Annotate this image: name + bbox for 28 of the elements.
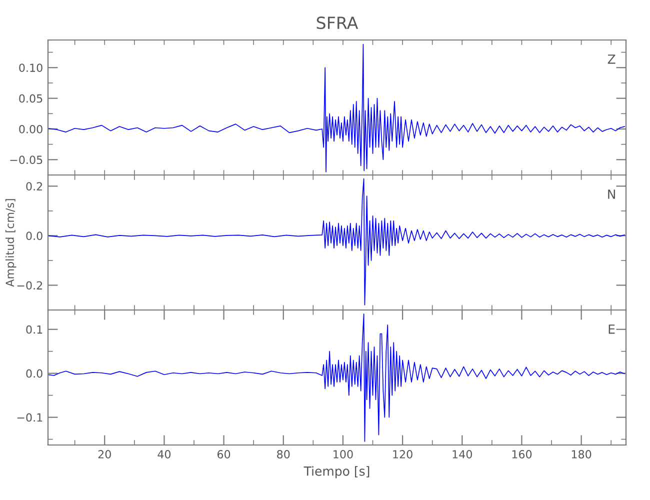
y-tick-label: −0.2 <box>17 281 42 290</box>
line-series <box>48 314 625 442</box>
line-series <box>48 178 625 306</box>
y-tick-label: 0.0 <box>26 369 42 378</box>
y-tick-label: 0.0 <box>26 232 42 240</box>
x-tick-label: 80 <box>277 450 290 458</box>
y-tick-label: 0.00 <box>19 124 42 134</box>
x-tick-label: 120 <box>393 450 412 458</box>
chart-title: SFRA <box>316 16 358 30</box>
x-tick-label: 60 <box>217 450 230 458</box>
x-tick-label: 20 <box>98 450 111 458</box>
y-axis-title: Amplitud [cm/s] <box>5 199 16 287</box>
x-tick-label: 160 <box>512 450 532 458</box>
x-tick-label: 140 <box>452 450 472 458</box>
x-axis-title: Tiempo [s] <box>304 466 370 478</box>
x-tick-label: 100 <box>334 450 353 458</box>
annotation: E <box>608 324 615 334</box>
x-tick-label: 40 <box>158 450 171 458</box>
line-series <box>48 44 625 172</box>
y-tick-label: 0.10 <box>19 64 42 72</box>
y-tick-label: −0.1 <box>17 413 42 422</box>
y-tick-label: 0.05 <box>19 94 42 103</box>
y-tick-label: −0.05 <box>10 156 42 164</box>
annotation: N <box>608 190 615 199</box>
y-tick-label: 0.2 <box>26 182 42 191</box>
y-tick-label: 0.1 <box>26 325 42 334</box>
x-tick-label: 180 <box>572 450 592 458</box>
annotation: Z <box>608 54 616 64</box>
